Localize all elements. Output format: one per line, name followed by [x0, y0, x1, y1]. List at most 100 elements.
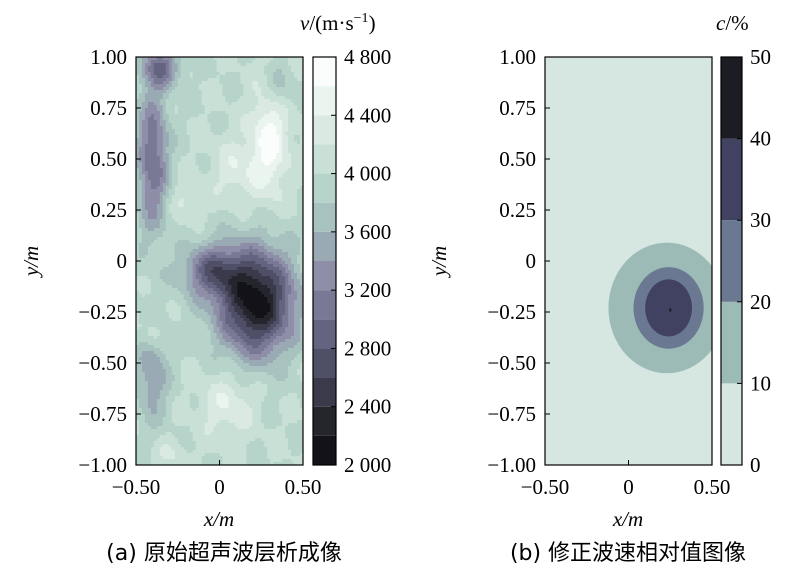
velocity-cell — [147, 294, 152, 298]
velocity-cell — [183, 114, 188, 118]
velocity-cell — [141, 87, 146, 91]
velocity-cell — [168, 240, 173, 244]
velocity-cell — [195, 342, 200, 346]
velocity-cell — [141, 288, 146, 292]
velocity-cell — [168, 285, 173, 289]
velocity-cell — [216, 114, 221, 118]
velocity-cell — [201, 453, 206, 457]
velocity-cell — [171, 291, 176, 295]
velocity-cell — [240, 288, 244, 292]
velocity-cell — [177, 213, 182, 217]
velocity-cell — [234, 312, 238, 316]
velocity-cell — [171, 378, 176, 382]
velocity-cell — [216, 66, 221, 70]
velocity-cell — [195, 321, 200, 325]
velocity-cell — [144, 135, 149, 139]
velocity-cell — [219, 117, 224, 121]
velocity-cell — [240, 126, 244, 130]
velocity-cell — [141, 372, 146, 376]
velocity-cell — [231, 117, 236, 121]
velocity-cell — [240, 276, 244, 280]
velocity-cell — [192, 408, 197, 412]
velocity-cell — [144, 270, 149, 274]
velocity-cell — [156, 360, 161, 364]
velocity-cell — [240, 171, 244, 175]
velocity-cell — [165, 357, 170, 361]
velocity-cell — [171, 252, 176, 256]
velocity-cell — [201, 414, 206, 418]
velocity-cell — [150, 153, 155, 157]
velocity-cell — [240, 261, 244, 265]
velocity-cell — [204, 192, 209, 196]
velocity-cell — [136, 399, 140, 403]
velocity-cell — [138, 423, 143, 427]
velocity-cell — [183, 117, 188, 121]
velocity-cell — [195, 315, 200, 319]
velocity-cell — [141, 63, 146, 67]
velocity-cell — [201, 243, 206, 247]
velocity-cell — [192, 456, 197, 460]
velocity-cell — [183, 267, 188, 271]
velocity-cell — [213, 399, 218, 403]
velocity-cell — [204, 417, 209, 421]
velocity-cell — [171, 324, 176, 328]
velocity-cell — [156, 309, 161, 313]
velocity-cell — [189, 87, 194, 91]
velocity-cell — [240, 426, 244, 430]
velocity-cell — [153, 363, 158, 367]
velocity-cell — [219, 225, 224, 229]
velocity-cell — [234, 144, 238, 148]
velocity-cell — [153, 75, 158, 79]
velocity-cell — [153, 174, 158, 178]
velocity-cell — [234, 303, 238, 307]
velocity-cell — [192, 420, 197, 424]
velocity-cell — [198, 165, 203, 169]
velocity-cell — [189, 354, 194, 358]
velocity-cell — [162, 222, 167, 226]
velocity-cell — [201, 246, 206, 250]
velocity-cell — [159, 219, 164, 223]
velocity-cell — [189, 138, 194, 142]
velocity-cell — [210, 234, 215, 238]
velocity-cell — [168, 258, 173, 262]
velocity-cell — [240, 297, 244, 301]
velocity-cell — [198, 213, 203, 217]
velocity-cell — [222, 243, 227, 247]
velocity-cell — [165, 69, 170, 73]
velocity-cell — [243, 237, 247, 241]
velocity-cell — [243, 117, 247, 121]
velocity-cell — [168, 435, 173, 439]
velocity-cell — [168, 408, 173, 412]
velocity-cell — [186, 99, 191, 103]
velocity-cell — [183, 312, 188, 316]
velocity-cell — [234, 180, 238, 184]
velocity-cell — [243, 204, 247, 208]
velocity-cell — [222, 174, 227, 178]
velocity-cell — [192, 435, 197, 439]
velocity-cell — [138, 234, 143, 238]
velocity-cell — [165, 441, 170, 445]
velocity-cell — [183, 321, 188, 325]
velocity-cell — [171, 180, 176, 184]
velocity-cell — [237, 447, 241, 451]
velocity-cell — [144, 114, 149, 118]
velocity-cell — [165, 195, 170, 199]
velocity-cell — [174, 102, 179, 106]
velocity-cell — [171, 399, 176, 403]
velocity-cell — [234, 201, 238, 205]
velocity-cell — [204, 378, 209, 382]
velocity-cell — [234, 120, 238, 124]
velocity-cell — [138, 156, 143, 160]
velocity-cell — [171, 255, 176, 259]
velocity-cell — [225, 57, 230, 61]
velocity-cell — [237, 348, 241, 352]
velocity-cell — [180, 261, 185, 265]
velocity-cell — [177, 189, 182, 193]
velocity-cell — [171, 393, 176, 397]
velocity-cell — [150, 72, 155, 76]
velocity-cell — [141, 333, 146, 337]
velocity-cell — [136, 438, 140, 442]
velocity-cell — [219, 168, 224, 172]
velocity-cell — [228, 402, 233, 406]
velocity-cell — [174, 270, 179, 274]
